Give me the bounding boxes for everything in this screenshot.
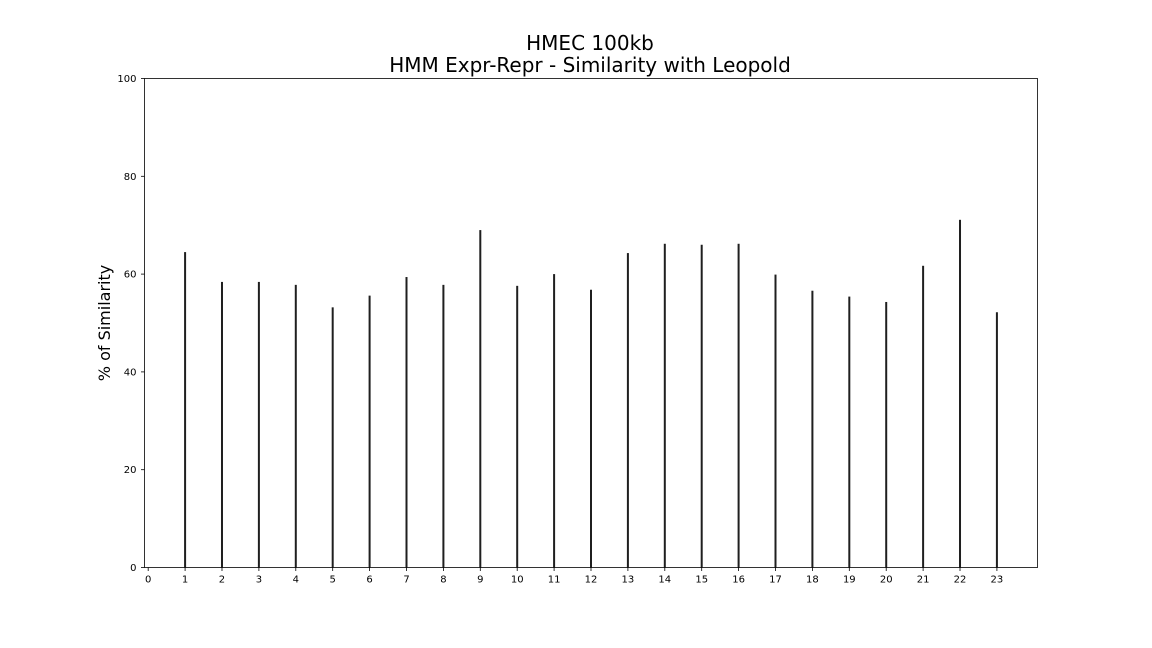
bar-20 xyxy=(885,301,888,568)
bar-12 xyxy=(590,289,592,568)
bar-8 xyxy=(442,284,445,568)
bar-7 xyxy=(405,277,408,568)
y-tick-label: 0 xyxy=(130,563,136,574)
y-tick-label: 20 xyxy=(124,465,137,476)
axes-frame xyxy=(144,78,1038,568)
bar-13 xyxy=(626,253,629,568)
x-tick-label: 6 xyxy=(366,575,372,586)
x-tick-label: 11 xyxy=(548,575,561,586)
bar-6 xyxy=(368,295,371,568)
x-tick-label: 12 xyxy=(585,575,598,586)
bar-11 xyxy=(553,274,556,568)
bar-23 xyxy=(995,312,998,568)
x-tick-label: 8 xyxy=(440,575,446,586)
bar-16 xyxy=(737,243,740,568)
x-tick-label: 21 xyxy=(917,575,930,586)
bar-15 xyxy=(700,244,703,568)
bar-10 xyxy=(516,285,519,568)
x-tick-label: 4 xyxy=(293,575,299,586)
y-tick-label: 80 xyxy=(124,172,137,183)
x-tick-label: 0 xyxy=(145,575,151,586)
y-tick-label: 40 xyxy=(124,367,137,378)
bar-9 xyxy=(479,230,482,568)
bar-14 xyxy=(663,243,666,568)
x-tick-label: 7 xyxy=(403,575,409,586)
x-tick-label: 20 xyxy=(880,575,893,586)
bar-22 xyxy=(959,219,962,568)
bar-19 xyxy=(848,296,851,568)
y-tick-label: 100 xyxy=(117,74,136,85)
bar-3 xyxy=(257,281,260,568)
x-tick-label: 16 xyxy=(732,575,745,586)
bars-group xyxy=(184,219,998,568)
x-tick-label: 2 xyxy=(219,575,225,586)
bar-2 xyxy=(220,281,223,568)
x-tick-label: 9 xyxy=(477,575,483,586)
chart-title-line-1: HMEC 100kb xyxy=(526,31,654,55)
y-axis-ticks: 0 20 40 60 80 100 xyxy=(117,74,145,574)
x-tick-label: 22 xyxy=(954,575,967,586)
chart-title-line-2: HMM Expr-Repr - Similarity with Leopold xyxy=(389,53,791,77)
x-axis-ticks: 0 1 2 3 4 5 6 7 8 9 10 11 12 13 14 15 16 17 18 19 20 21 22 23 xyxy=(145,567,1004,586)
x-tick-label: 13 xyxy=(622,575,635,586)
x-tick-label: 17 xyxy=(769,575,782,586)
bar-1 xyxy=(184,252,187,568)
x-tick-label: 15 xyxy=(695,575,708,586)
x-tick-label: 1 xyxy=(182,575,188,586)
bar-17 xyxy=(774,274,777,568)
bar-21 xyxy=(922,265,925,568)
x-tick-label: 5 xyxy=(330,575,336,586)
bar-5 xyxy=(331,307,334,568)
y-axis-label: % of Similarity xyxy=(95,265,114,381)
x-tick-label: 10 xyxy=(511,575,524,586)
bar-18 xyxy=(811,290,814,568)
bar-4 xyxy=(294,284,297,568)
x-tick-label: 23 xyxy=(991,575,1004,586)
y-tick-label: 60 xyxy=(124,270,137,281)
x-tick-label: 18 xyxy=(806,575,819,586)
x-tick-label: 19 xyxy=(843,575,856,586)
x-tick-label: 3 xyxy=(256,575,262,586)
x-tick-label: 14 xyxy=(658,575,671,586)
